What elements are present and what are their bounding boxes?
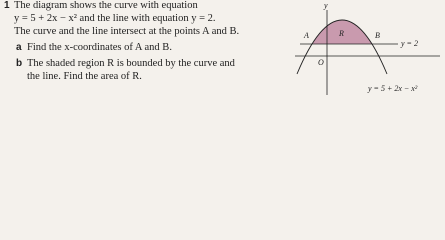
text-line: The curve and the line intersect at the … bbox=[14, 26, 240, 37]
text-line: y = 5 + 2x − x² and the line with equati… bbox=[14, 13, 216, 24]
diagram: y A R B y = 2 O y = 5 + 2x − x² bbox=[295, 1, 440, 95]
point-label: A bbox=[303, 31, 309, 40]
text-line: the line. Find the area of R. bbox=[27, 71, 142, 82]
origin-label: O bbox=[318, 58, 324, 67]
curve-label: y = 5 + 2x − x² bbox=[367, 84, 418, 93]
axis-label: y bbox=[323, 1, 328, 10]
page: 1 The diagram shows the curve with equat… bbox=[0, 0, 445, 97]
text-line: Find the x-coordinates of A and B. bbox=[27, 42, 172, 53]
text-line: The shaded region R is bounded by the cu… bbox=[27, 58, 235, 69]
line-label: y = 2 bbox=[400, 39, 418, 48]
region-label: R bbox=[338, 29, 344, 38]
part-label: b bbox=[16, 58, 23, 69]
question-number: 1 bbox=[4, 0, 10, 11]
text-line: The diagram shows the curve with equatio… bbox=[14, 0, 198, 11]
curve bbox=[296, 19, 388, 75]
point-label: B bbox=[375, 31, 380, 40]
part-label: a bbox=[16, 42, 22, 53]
